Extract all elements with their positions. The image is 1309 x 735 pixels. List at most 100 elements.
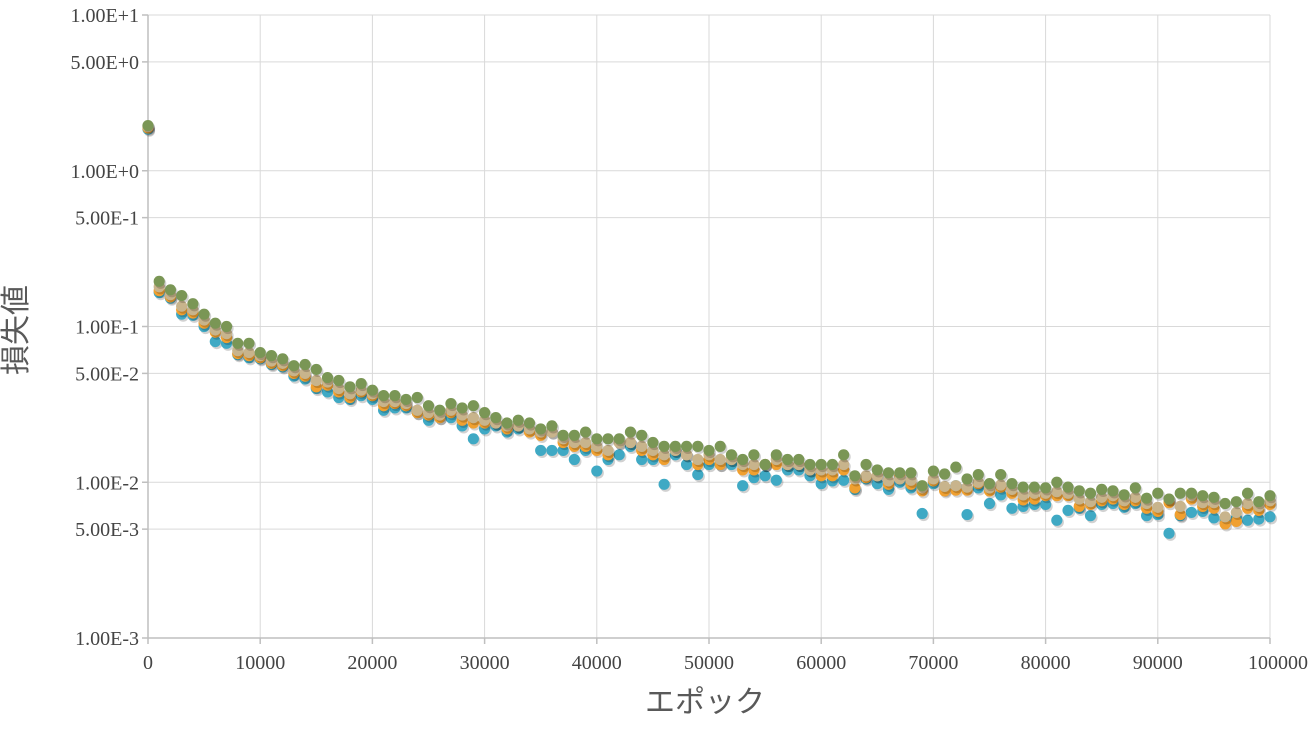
data-point [1084, 496, 1097, 508]
data-point [1230, 506, 1242, 519]
data-point [333, 374, 345, 387]
data-point [658, 478, 670, 490]
data-point [602, 433, 614, 445]
data-point [613, 433, 625, 445]
data-point [1051, 514, 1063, 526]
data-point [770, 449, 782, 461]
data-point [770, 474, 782, 486]
data-point [411, 391, 423, 404]
y-tick-label: 1.00E-1 [75, 317, 139, 339]
x-tick-label: 20000 [347, 652, 397, 674]
data-point [1073, 493, 1085, 505]
x-tick-label: 50000 [684, 652, 734, 674]
data-point [703, 444, 715, 457]
data-point [624, 426, 637, 438]
data-point [1208, 491, 1220, 503]
data-point [288, 360, 300, 372]
data-point [748, 472, 760, 484]
data-point [961, 473, 973, 485]
data-point [961, 481, 973, 493]
data-point [927, 473, 940, 485]
data-point [1152, 487, 1164, 499]
data-point [1241, 487, 1254, 499]
data-point [220, 320, 233, 333]
data-point [793, 453, 805, 466]
data-point [748, 458, 760, 471]
data-point [299, 367, 311, 379]
data-point [624, 436, 637, 449]
data-point [737, 480, 749, 492]
data-point [1219, 511, 1231, 523]
data-point [366, 384, 378, 396]
data-point [557, 444, 569, 457]
x-tick-label: 80000 [1021, 652, 1071, 674]
data-point [1028, 481, 1040, 493]
data-point [871, 478, 883, 490]
data-point [1253, 513, 1265, 525]
data-point [512, 414, 524, 426]
data-point [1073, 485, 1085, 497]
data-point [916, 507, 928, 520]
data-point [725, 449, 738, 461]
data-point [265, 350, 278, 362]
x-axis-title: エポック [645, 685, 765, 720]
data-point [815, 458, 827, 471]
data-point [176, 289, 188, 302]
data-point [142, 119, 154, 132]
data-point [535, 444, 547, 457]
x-tick-label: 60000 [796, 652, 846, 674]
data-point [1017, 481, 1029, 493]
data-point [860, 470, 872, 482]
data-point [1163, 527, 1175, 539]
data-point [1096, 491, 1108, 503]
data-point [882, 475, 895, 487]
data-point [1140, 492, 1153, 504]
data-point [591, 465, 603, 477]
data-point [636, 440, 648, 452]
data-point [479, 407, 491, 419]
data-point [950, 461, 962, 473]
data-point [344, 381, 356, 393]
data-point [1152, 501, 1164, 513]
data-point [1129, 491, 1141, 503]
data-point [894, 467, 906, 479]
data-point [568, 429, 580, 441]
data-point [1107, 485, 1119, 497]
data-point [321, 371, 334, 384]
data-point [647, 436, 659, 449]
data-point [1062, 504, 1074, 516]
data-point [939, 480, 951, 493]
data-point [1241, 514, 1254, 526]
data-point [1174, 508, 1186, 521]
data-point [1096, 483, 1108, 495]
data-point [153, 275, 165, 287]
data-point [692, 440, 704, 452]
data-point [613, 449, 625, 461]
data-point [1185, 506, 1198, 519]
data-point [1051, 486, 1063, 498]
data-point [333, 382, 345, 395]
data-point [378, 390, 390, 402]
data-point [1006, 502, 1018, 514]
data-point [759, 470, 771, 482]
x-axis-ticks: 0 10000 20000 30000 40000 50000 60000 70000 8000… [143, 638, 1308, 674]
data-point [243, 346, 255, 359]
data-point [164, 284, 177, 296]
data-point [692, 453, 704, 466]
data-point [1084, 510, 1097, 522]
data-point [939, 468, 951, 480]
data-point [995, 479, 1007, 491]
data-point [961, 508, 973, 521]
data-point [579, 426, 592, 438]
data-point [546, 420, 558, 432]
data-point [479, 414, 491, 426]
data-point [826, 458, 839, 471]
data-point [456, 402, 468, 414]
data-point [434, 404, 446, 416]
data-point [411, 404, 423, 416]
data-point [714, 453, 726, 466]
y-axis-ticks: 1.00E+1 5.00E+0 1.00E+0 5.00E-1 1.00E-1 5.00E… [71, 5, 148, 650]
data-point [882, 467, 895, 479]
data-points [142, 119, 1278, 541]
